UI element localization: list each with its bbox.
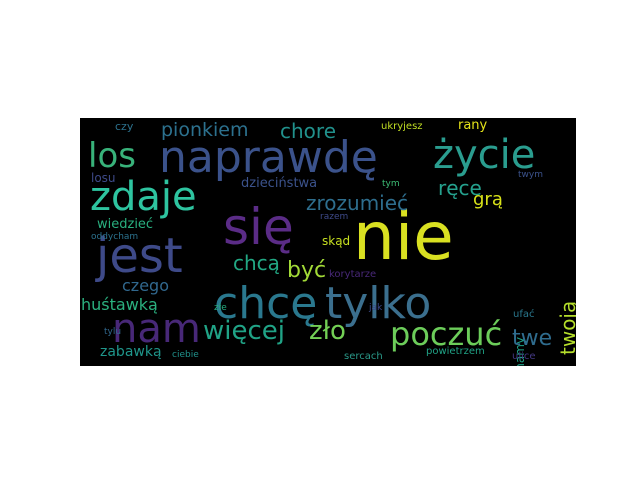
word-zycie: życie (433, 132, 536, 178)
word-ciebie: ciebie (172, 350, 199, 360)
word-korytarze: korytarze (329, 269, 377, 280)
word-los: los (88, 136, 136, 176)
word-zdaje: zdaje (90, 174, 197, 220)
word-nam: nam (112, 306, 201, 352)
word-ukryjesz: ukryjesz (381, 121, 423, 132)
word-czy: czy (115, 120, 134, 133)
word-chce: chcę (214, 278, 318, 329)
word-rece: ręce (438, 176, 482, 200)
word-sercach: sercach (344, 351, 383, 362)
word-zabawka: zabawką (100, 344, 162, 360)
word-gra: grą (473, 189, 503, 210)
word-ufac: ufać (513, 309, 535, 320)
word-tylko: tylko (325, 278, 432, 329)
word-dziecinstwa: dzieciństwa (241, 176, 318, 191)
word-pionkiem: pionkiem (161, 119, 249, 141)
word-naprawde: naprawdę (159, 132, 378, 183)
word-nie: nie (353, 198, 454, 275)
word-sie: się (223, 198, 294, 256)
word-czego: czego (122, 276, 169, 295)
word-razem: razem (320, 212, 349, 222)
word-powietrzem: powietrzem (426, 346, 485, 357)
word-tym: tym (382, 179, 400, 189)
word-tylu: tylu (104, 327, 122, 337)
word-jak: jak (369, 303, 383, 313)
word-rany: rany (458, 118, 488, 133)
word-cloud: rajem twoją znamy patrzeć mierzyć tyle z… (80, 118, 576, 366)
word-ulice: ulice (512, 351, 536, 362)
word-chca: chcą (233, 251, 280, 275)
word-twym: twym (518, 170, 543, 180)
word-zle: złe (214, 303, 227, 313)
word-twoja: twoją (556, 300, 576, 355)
word-oddycham: oddycham (91, 232, 139, 242)
word-wiecej: więcej (203, 316, 285, 346)
word-twe: twe (512, 326, 553, 351)
word-byc: być (287, 258, 327, 283)
word-zrozumiec: zrozumieć (306, 191, 409, 215)
word-hustawka: huśtawką (81, 295, 158, 314)
word-zlo: zło (309, 316, 346, 346)
word-wiedziec: wiedzieć (97, 217, 154, 232)
word-skad: skąd (322, 234, 351, 248)
word-chore: chore (280, 119, 336, 143)
word-poczuc: poczuć (390, 315, 503, 353)
word-jest: jest (96, 228, 183, 284)
word-losu: losu (91, 171, 116, 185)
